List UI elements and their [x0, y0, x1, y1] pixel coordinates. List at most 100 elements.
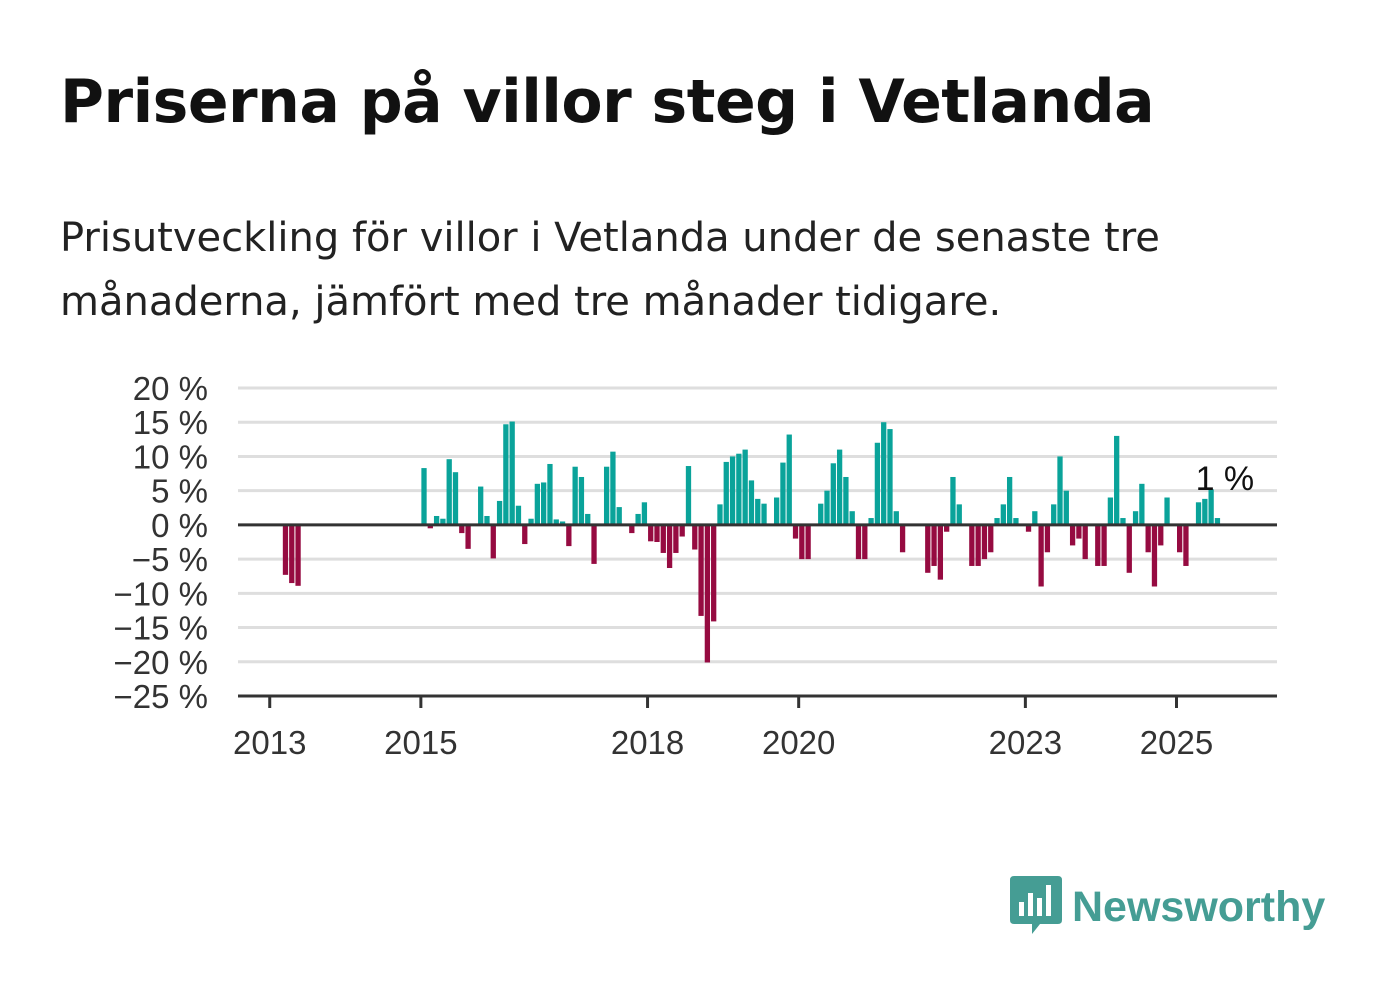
bar [736, 453, 742, 525]
bar [818, 503, 824, 525]
x-axis-labels: 2013 2015 2018 2020 2023 2025 [233, 724, 1213, 761]
bar [1202, 498, 1208, 525]
bar [729, 456, 736, 525]
bar [849, 511, 855, 525]
bar [887, 429, 893, 525]
bar [780, 462, 786, 525]
bar [496, 500, 503, 525]
bar [975, 524, 981, 566]
bar [666, 524, 673, 569]
bar [515, 505, 522, 525]
bar [925, 524, 931, 573]
bar [679, 524, 685, 537]
bar [1095, 524, 1101, 566]
bar [1082, 524, 1088, 560]
bar [1177, 524, 1183, 553]
bar [836, 449, 843, 525]
bar [490, 524, 496, 559]
bar [761, 503, 767, 525]
bar [295, 524, 301, 586]
bar [1051, 504, 1057, 525]
bar [433, 515, 440, 525]
bar [616, 507, 622, 525]
newsworthy-logo: Newsworthy [1010, 876, 1325, 938]
y-tick-label: 20 % [133, 370, 208, 407]
bar [748, 480, 755, 525]
bar [421, 468, 427, 525]
bar [1101, 524, 1107, 566]
bar [893, 511, 899, 525]
bar [874, 442, 881, 525]
y-tick-label: 15 % [133, 404, 208, 441]
bar [704, 524, 711, 663]
bar [805, 524, 811, 560]
bar [522, 524, 528, 545]
bar [692, 524, 698, 550]
bar [1120, 518, 1126, 525]
y-tick-label: −5 % [132, 541, 208, 578]
brand-name: Newsworthy [1072, 882, 1326, 931]
bar [717, 504, 723, 525]
bar [553, 519, 559, 525]
axes [238, 523, 1277, 708]
bar [635, 513, 641, 525]
bar [1145, 524, 1151, 553]
bar [1151, 524, 1158, 587]
bar [1044, 524, 1051, 553]
bar [648, 524, 654, 542]
bar [1013, 518, 1019, 525]
bar [1114, 435, 1120, 525]
bar [981, 524, 988, 560]
newsworthy-logo-icon [1010, 876, 1062, 934]
bar [1132, 511, 1139, 525]
bar [585, 513, 591, 525]
bar [1214, 518, 1221, 525]
bar [629, 524, 635, 534]
y-axis-labels: 20 %15 %10 %5 %0 %−5 %−10 %−15 %−20 %−25… [114, 370, 209, 715]
x-tick-label: 2020 [762, 724, 835, 761]
bar [956, 504, 962, 525]
bar [603, 466, 610, 525]
bar [944, 524, 950, 532]
bar [534, 483, 540, 525]
bar [931, 524, 937, 566]
chart-title: Priserna på villor steg i Vetlanda [60, 67, 1155, 137]
bar [969, 524, 975, 566]
bar [446, 459, 452, 525]
bar [742, 449, 748, 525]
bar [855, 524, 862, 560]
bar [830, 463, 836, 525]
x-tick-label: 2018 [611, 724, 684, 761]
bar [509, 421, 515, 525]
bar [660, 524, 666, 553]
bar [1139, 483, 1145, 525]
bar [484, 515, 490, 525]
y-tick-label: −25 % [114, 678, 209, 715]
bar [988, 524, 994, 553]
bar [478, 486, 484, 525]
bar [578, 476, 585, 525]
y-tick-label: −15 % [114, 610, 209, 647]
bar [1208, 489, 1214, 525]
bar [528, 518, 534, 525]
bar [1038, 524, 1044, 587]
bar [843, 476, 849, 525]
bar [774, 497, 780, 525]
bar [862, 524, 868, 560]
bar [723, 461, 729, 525]
bar [1164, 497, 1170, 525]
bar [994, 518, 1000, 525]
bar [1025, 524, 1032, 532]
bar [1158, 524, 1164, 546]
bar [654, 524, 660, 542]
bar [465, 524, 471, 549]
bar [547, 463, 553, 525]
bar [673, 524, 679, 553]
bar [711, 524, 717, 622]
bar [282, 524, 289, 575]
bar [503, 424, 509, 525]
latest-value-annotation: 1 % [1196, 460, 1255, 498]
x-tick-label: 2015 [384, 724, 457, 761]
bar [824, 490, 830, 525]
